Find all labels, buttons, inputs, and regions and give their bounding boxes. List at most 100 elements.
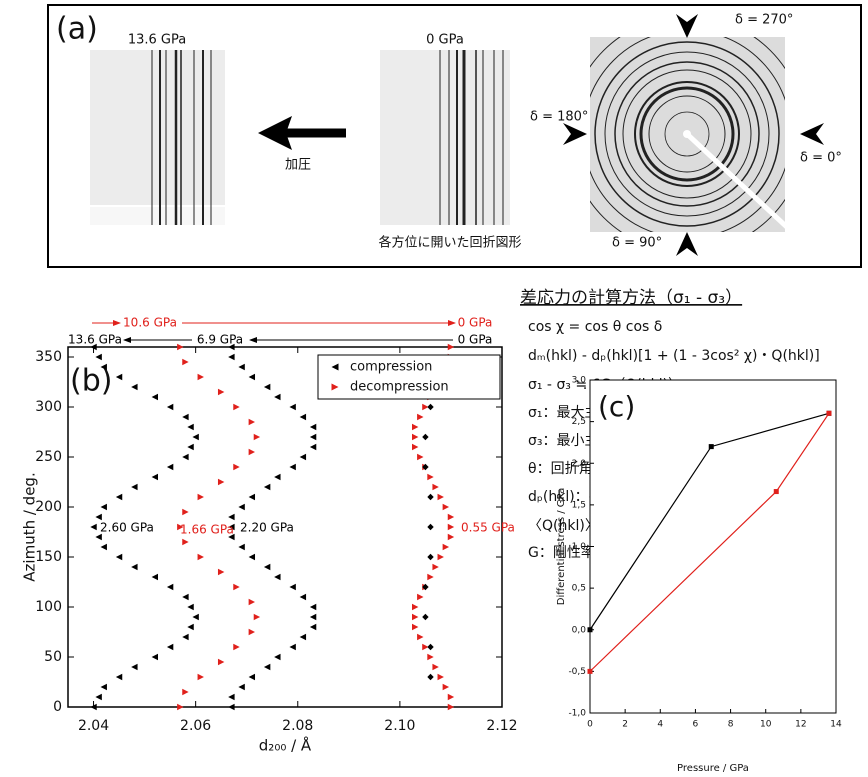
data-point [187, 444, 193, 450]
data-point [709, 444, 714, 449]
direction-label: δ = 180° [530, 110, 588, 125]
data-point [249, 599, 255, 605]
data-point [95, 514, 101, 520]
formula-line: cos χ = cos θ cos δ [528, 319, 662, 335]
x-tick-label: 2.04 [78, 718, 109, 734]
data-point [182, 359, 188, 365]
caption: 各方位に開いた回折図形 [378, 235, 521, 251]
data-point [249, 419, 255, 425]
x-tick-label: 8 [728, 720, 734, 730]
annotation: 2.60 GPa [100, 521, 154, 535]
data-point [417, 634, 423, 640]
data-point [249, 674, 255, 680]
data-point [289, 464, 295, 470]
data-point [131, 664, 137, 670]
direction-label: δ = 90° [612, 236, 662, 251]
pressure-label: 13.6 GPa [68, 333, 122, 347]
direction-label: δ = 270° [735, 13, 793, 28]
x-tick-label: 0 [587, 720, 593, 730]
data-point [432, 484, 438, 490]
pressure-label: 0 GPa [458, 333, 493, 347]
data-point [167, 644, 173, 650]
data-point [438, 674, 444, 680]
data-point [300, 454, 306, 460]
y-tick-label: 250 [35, 449, 62, 465]
y-tick-label: 2,5 [572, 417, 586, 427]
data-point [310, 444, 316, 450]
direction-arrow [676, 232, 698, 256]
y-tick-label: 1,5 [572, 500, 586, 510]
data-point [438, 554, 444, 560]
legend-label: compression [350, 360, 432, 375]
data-point [443, 544, 449, 550]
legend-label: decompression [350, 380, 449, 395]
data-point [300, 414, 306, 420]
data-point [432, 664, 438, 670]
data-point [448, 524, 454, 530]
data-point [427, 644, 433, 650]
data-point [95, 694, 101, 700]
data-point [274, 474, 280, 480]
x-tick-label: 2.12 [486, 718, 517, 734]
data-point [249, 629, 255, 635]
pressure-label: 10.6 GPa [123, 316, 177, 330]
y-tick-label: -0,5 [568, 667, 586, 677]
data-point [274, 654, 280, 660]
data-point [412, 604, 418, 610]
data-point [826, 411, 831, 416]
data-point [182, 509, 188, 515]
pattern-image [380, 50, 510, 225]
y-tick-label: 50 [44, 649, 62, 665]
data-point [177, 704, 183, 710]
data-point [417, 594, 423, 600]
data-point [95, 534, 101, 540]
data-point [116, 674, 122, 680]
data-point [116, 554, 122, 560]
data-point [233, 584, 239, 590]
data-point [182, 414, 188, 420]
data-point [422, 614, 428, 620]
data-point [152, 574, 158, 580]
data-point [254, 614, 260, 620]
y-axis-label: Azimuth / deg. [21, 472, 39, 581]
data-point [774, 489, 779, 494]
data-point [448, 344, 454, 350]
x-tick-label: 2.06 [180, 718, 211, 734]
data-point [422, 434, 428, 440]
data-point [238, 364, 244, 370]
plot-frame [590, 380, 836, 713]
data-point [300, 634, 306, 640]
data-point [167, 584, 173, 590]
arrow [258, 116, 346, 150]
y-tick-label: 200 [35, 499, 62, 515]
y-tick-label: 2,0 [572, 459, 587, 469]
data-point [182, 539, 188, 545]
pattern-image [90, 50, 225, 225]
data-point [310, 424, 316, 430]
data-point [274, 394, 280, 400]
data-point [198, 554, 204, 560]
y-tick-label: 150 [35, 549, 62, 565]
data-point [249, 374, 255, 380]
data-point [192, 434, 198, 440]
data-point [412, 444, 418, 450]
data-point [233, 464, 239, 470]
data-point [289, 404, 295, 410]
figure: (a) 13.6 GPa 0 GPa 加圧 各方位に開いた回折図形 [0, 0, 868, 777]
data-point [116, 374, 122, 380]
x-tick-label: 10 [760, 720, 772, 730]
data-point [264, 664, 270, 670]
data-point [101, 504, 107, 510]
x-tick-label: 2.10 [384, 718, 415, 734]
annotation: 2.20 GPa [240, 521, 294, 535]
y-tick-label: 0 [53, 699, 62, 715]
data-point [417, 454, 423, 460]
data-point [289, 584, 295, 590]
data-point [427, 654, 433, 660]
data-point [152, 474, 158, 480]
data-point [264, 564, 270, 570]
data-point [443, 684, 449, 690]
data-point [90, 524, 96, 530]
y-tick-label: -1,0 [568, 709, 586, 719]
x-axis-label: d₂₀₀ / Å [259, 736, 312, 755]
